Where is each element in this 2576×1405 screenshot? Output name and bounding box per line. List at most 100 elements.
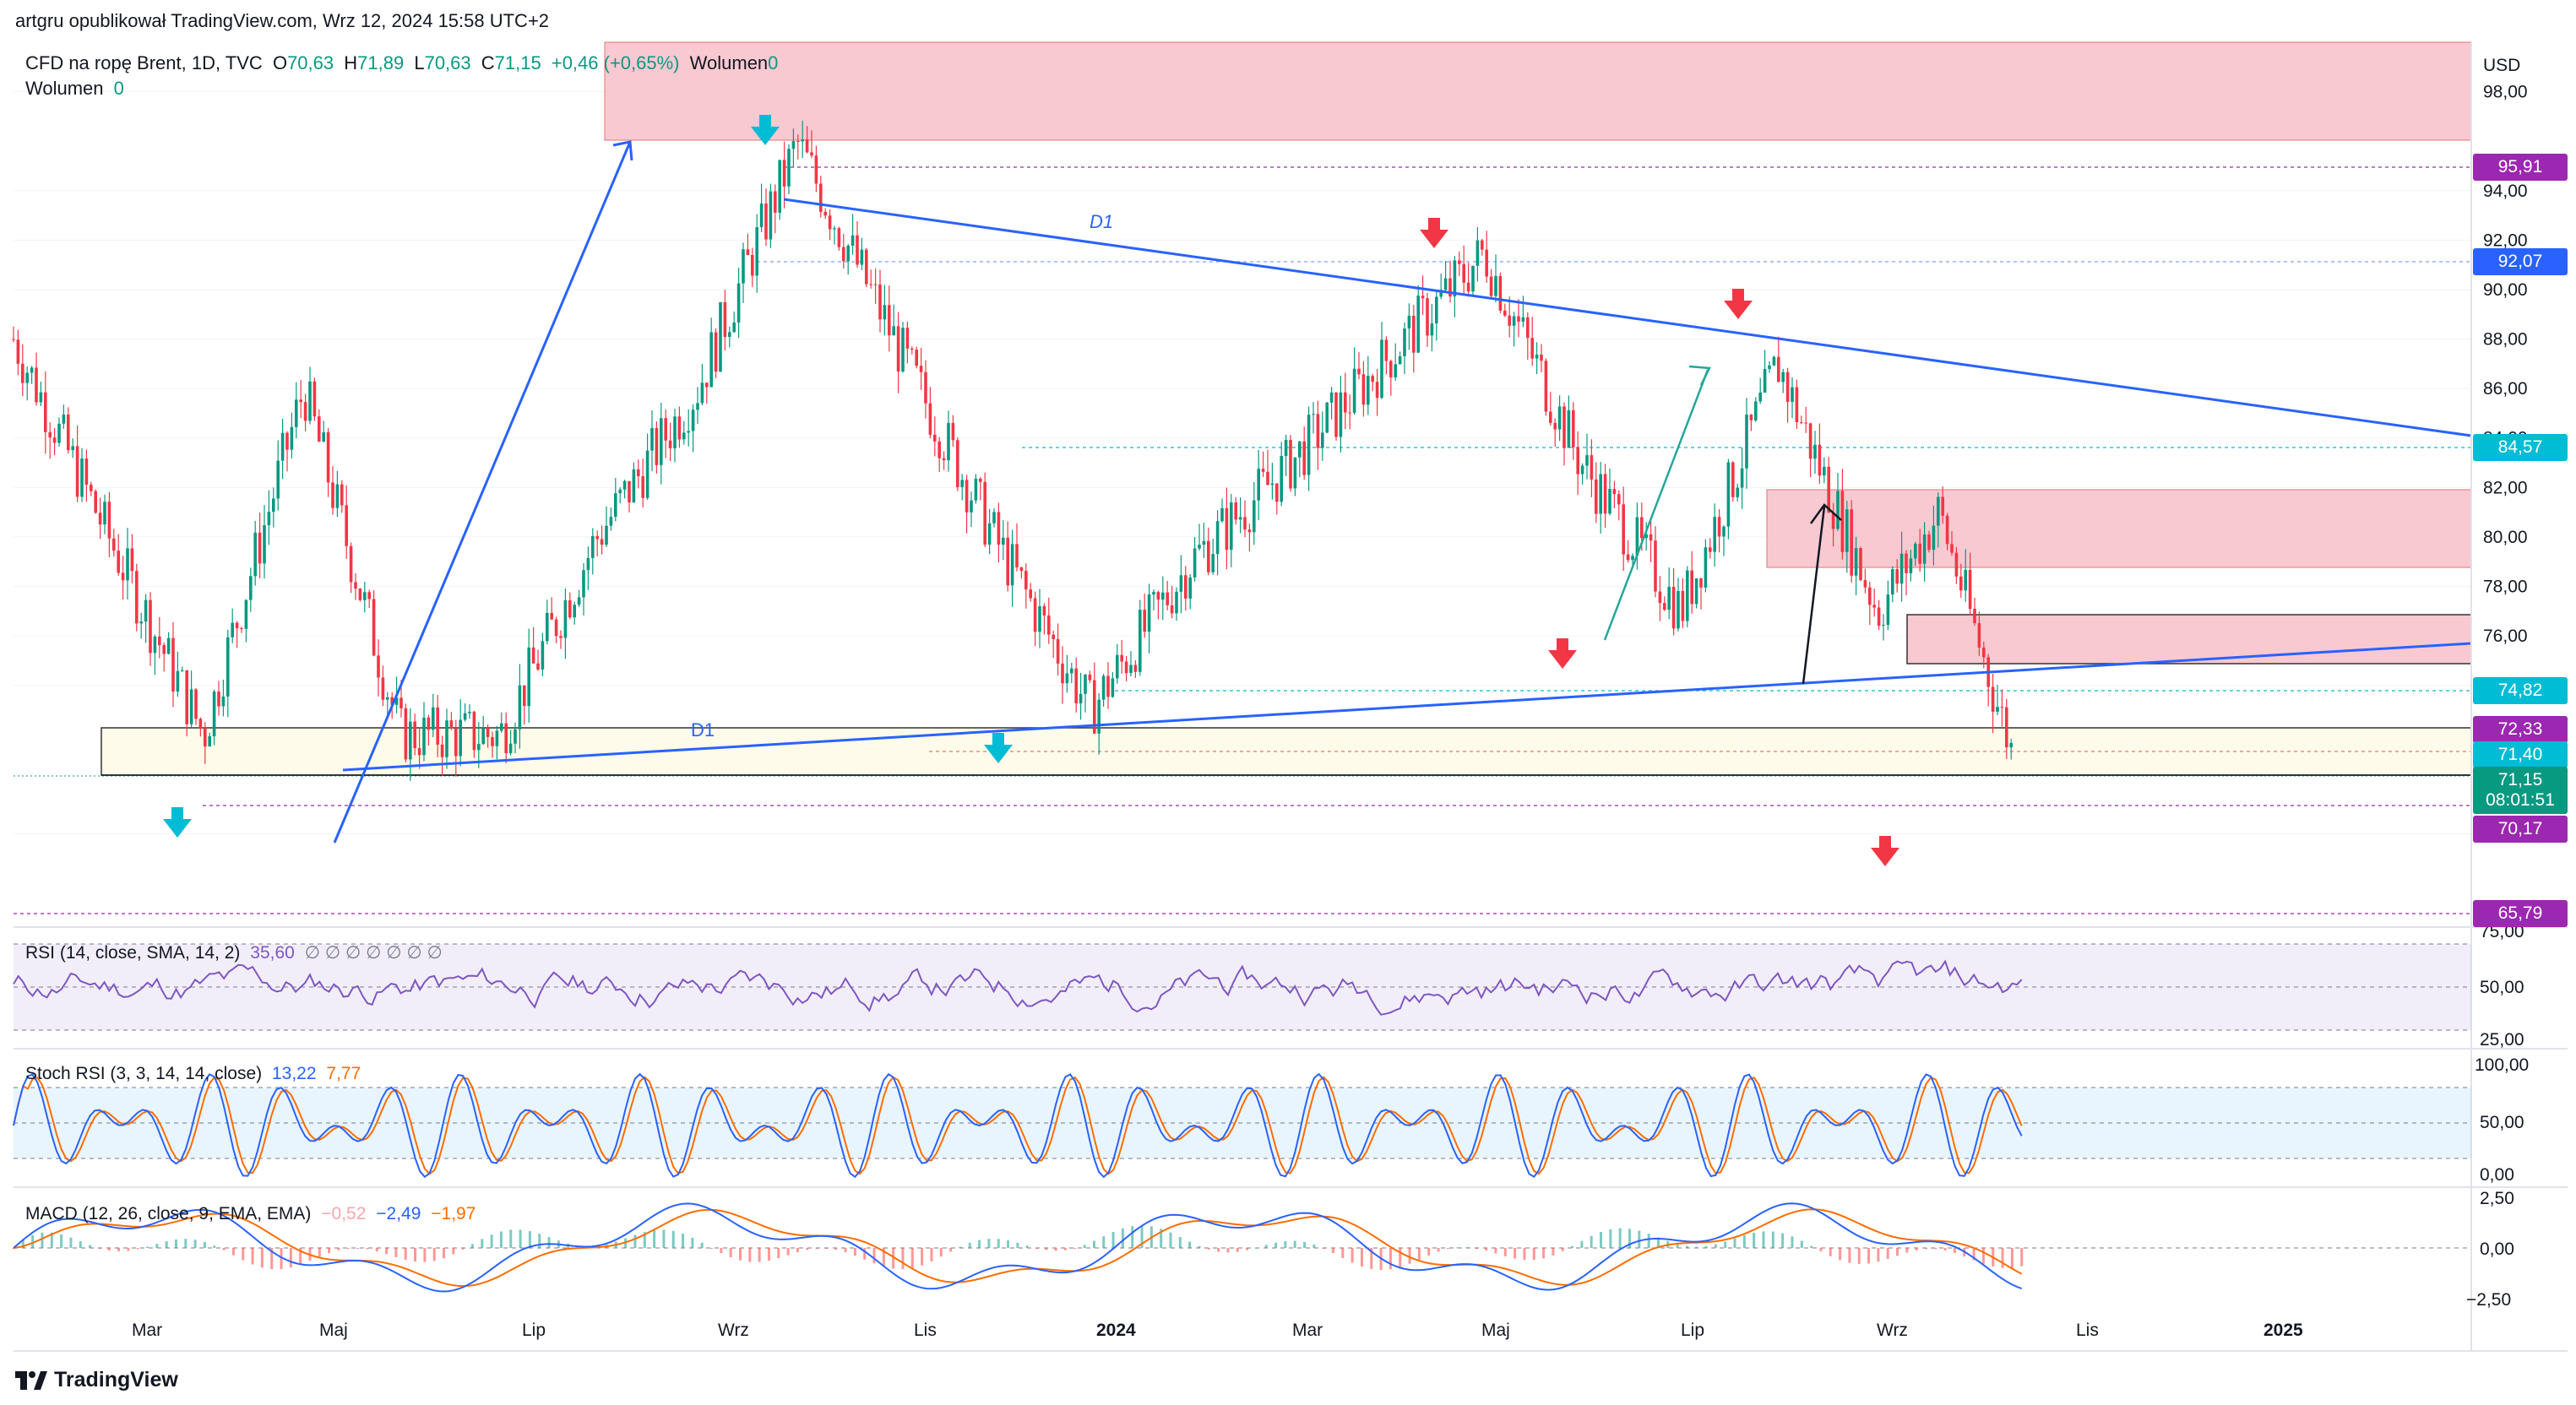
macd-hist-bar <box>643 1232 646 1248</box>
candle-body <box>1859 548 1862 581</box>
price-tick: 80,00 <box>2483 528 2528 547</box>
candle-body <box>345 505 348 546</box>
macd-hist-bar <box>328 1248 331 1254</box>
macd-hist-bar <box>1810 1245 1813 1248</box>
main-legend[interactable]: CFD na ropę Brent, 1D, TVC O70,63 H71,89… <box>25 52 783 74</box>
macd-hist-bar <box>1600 1232 1603 1248</box>
rsi-line <box>13 959 2023 1016</box>
candle-body <box>1225 507 1229 551</box>
candle-body <box>1768 365 1771 370</box>
candle-body <box>1412 315 1416 353</box>
candle-body <box>1289 440 1292 489</box>
macd-hist-bar <box>203 1241 206 1248</box>
macd-hist-bar <box>1408 1248 1411 1264</box>
symbol-title[interactable]: CFD na ropę Brent, 1D, TVC <box>25 52 263 73</box>
gridlines <box>14 91 2471 834</box>
stoch-legend[interactable]: Stoch RSI (3, 3, 14, 14, close) 13,22 7,… <box>25 1064 366 1084</box>
volume-legend[interactable]: Wolumen 0 <box>25 78 129 100</box>
candle-body <box>568 599 572 618</box>
macd-hist-bar <box>1561 1248 1564 1251</box>
macd-hist-bar <box>356 1248 360 1249</box>
stoch-axis: 100,00 50,00 0,00 <box>2475 1055 2529 1185</box>
candle-body <box>719 301 722 372</box>
candle-body <box>527 647 530 707</box>
candle-body <box>204 728 207 747</box>
candle-body <box>992 512 996 523</box>
candle-body <box>1521 317 1525 322</box>
macd-title[interactable]: MACD (12, 26, close, 9, EMA, EMA) <box>25 1204 312 1223</box>
candle-body <box>504 723 508 754</box>
candle-body <box>637 469 640 477</box>
macd-hist-bar <box>1121 1228 1124 1248</box>
candle-body <box>295 399 298 427</box>
volume-value: 0 <box>768 52 779 73</box>
rsi-title[interactable]: RSI (14, close, SMA, 14, 2) <box>25 943 241 963</box>
candle-body <box>267 512 271 526</box>
macd-hist-bar <box>289 1248 292 1268</box>
macd-hist-bar <box>1839 1248 1842 1261</box>
currency-label[interactable]: USD <box>2483 56 2520 75</box>
tradingview-logo[interactable]: TradingView <box>15 1368 178 1392</box>
candle-body <box>1905 553 1908 573</box>
candle-body <box>1599 474 1602 514</box>
stoch-title[interactable]: Stoch RSI (3, 3, 14, 14, close) <box>25 1064 263 1083</box>
macd-tick: 0,00 <box>2480 1240 2514 1259</box>
candle-body <box>198 719 203 729</box>
trendline-lower-d1[interactable] <box>342 642 2472 772</box>
macd-hist-bar <box>1446 1248 1449 1250</box>
candle-body <box>1344 392 1347 413</box>
candle-body <box>1945 515 1949 545</box>
candle-body <box>1922 534 1927 564</box>
candle-body <box>1677 590 1680 629</box>
candle-body <box>1512 316 1516 326</box>
candle-body <box>1443 278 1448 290</box>
candle-body <box>390 697 394 705</box>
macd-hist-bar <box>978 1240 981 1248</box>
candle-body <box>84 458 89 486</box>
impulse-arrow-line[interactable] <box>333 141 632 844</box>
candle-body <box>1699 578 1703 588</box>
candle-body <box>696 403 699 410</box>
candle-body <box>1230 502 1233 551</box>
stoch-d-value: 7,77 <box>326 1064 361 1083</box>
candle-body <box>381 677 385 700</box>
candle-body <box>1019 567 1024 572</box>
candle-body <box>377 655 380 678</box>
macd-hist-bar <box>1552 1248 1555 1256</box>
trendline-upper-d1[interactable] <box>783 198 2472 437</box>
black-rally-line[interactable] <box>1802 506 1826 685</box>
candle-body <box>742 249 745 284</box>
time-label: Mar <box>132 1321 162 1340</box>
macd-hist-bar <box>786 1248 790 1256</box>
time-label: 2024 <box>1096 1321 1136 1340</box>
candle-body <box>1339 392 1343 437</box>
candle-body <box>591 535 595 558</box>
macd-hist-bar <box>1981 1248 1985 1264</box>
macd-hist-bar <box>509 1229 513 1248</box>
macd-hist-bar <box>1742 1234 1746 1248</box>
macd-legend[interactable]: MACD (12, 26, close, 9, EMA, EMA) −0,52 … <box>25 1204 481 1224</box>
candle-body <box>878 284 882 320</box>
candle-body <box>1745 415 1748 469</box>
candle-body <box>1453 260 1457 297</box>
candle-body <box>1033 598 1037 632</box>
candle-body <box>139 621 143 624</box>
time-axis[interactable]: Mar Maj Lip Wrz Lis 2024 Mar Maj Lip Wrz… <box>132 1321 2303 1340</box>
macd-hist-bar <box>1131 1226 1134 1248</box>
candle-body <box>1622 504 1625 555</box>
rsi-legend[interactable]: RSI (14, close, SMA, 14, 2) 35,60 ∅ ∅ ∅ … <box>25 942 448 963</box>
price-tag: 70,17 <box>2473 816 2568 843</box>
candle-body <box>1781 372 1785 382</box>
macd-hist-bar <box>1695 1246 1698 1248</box>
candle-body <box>399 697 403 708</box>
trendline-lower-label: D1 <box>691 719 715 740</box>
candle-body <box>1124 661 1128 674</box>
stoch-k-value: 13,22 <box>271 1064 317 1083</box>
candle-body <box>1831 513 1835 529</box>
candle-body <box>508 743 513 754</box>
candle-body <box>16 339 20 364</box>
rsi-tick: 50,00 <box>2480 978 2524 997</box>
small-rally-line[interactable] <box>1603 369 1709 641</box>
candle-body <box>965 480 969 513</box>
